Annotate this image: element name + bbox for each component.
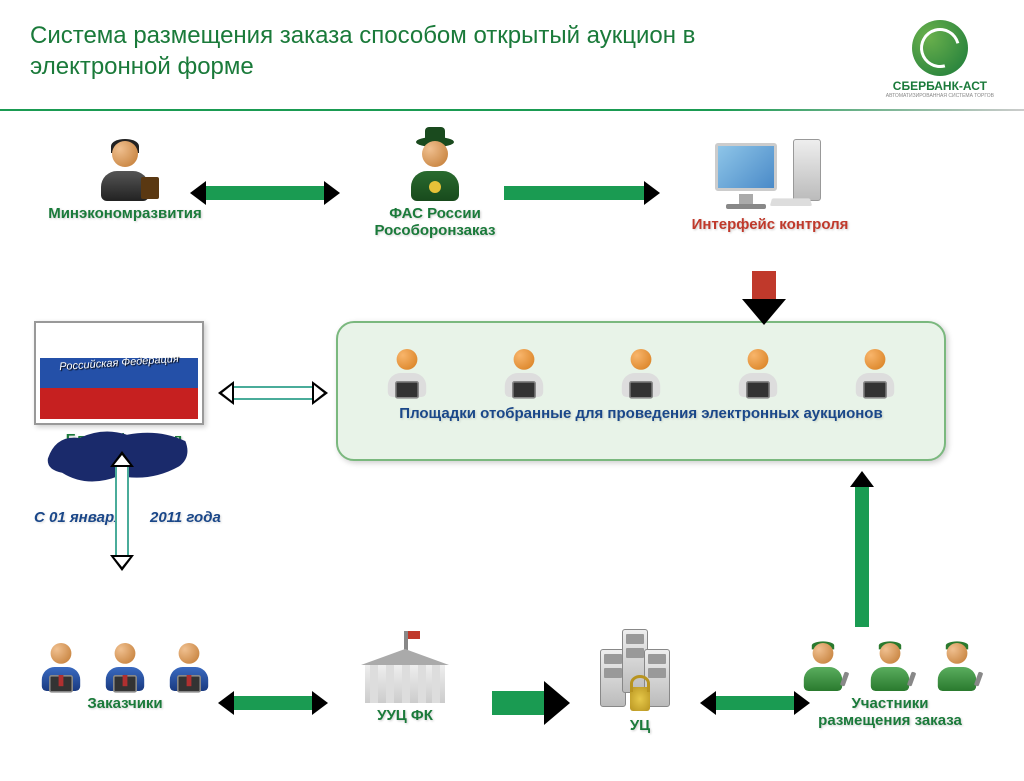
customers-label: Заказчики — [30, 695, 220, 712]
arrow-build-uc — [470, 681, 570, 725]
platform-agent-icon — [503, 349, 545, 397]
arrow-fas-ctrl — [490, 181, 660, 205]
servers-icon — [600, 635, 680, 707]
arrow-min-fas — [190, 181, 340, 205]
customer-icon — [168, 643, 210, 691]
participant-icon — [869, 643, 911, 691]
fas-label: ФАС России Рособоронзаказ — [350, 205, 520, 239]
logo-text: СБЕРБАНК-АСТ — [893, 79, 987, 93]
arrow-uc-part — [700, 691, 810, 715]
node-control: Интерфейс контроля — [680, 137, 860, 233]
arrow-ctrl-down — [742, 271, 786, 325]
customer-icon — [40, 643, 82, 691]
platform-agent-icon — [620, 349, 662, 397]
computer-icon — [715, 137, 825, 212]
header: Система размещения заказа способом откры… — [0, 0, 1024, 109]
officer-icon — [409, 141, 461, 201]
participant-icon — [802, 643, 844, 691]
uc-label: УЦ — [580, 717, 700, 734]
platforms-label: Площадки отобранные для проведения элект… — [338, 401, 944, 434]
building-label: УУЦ ФК — [340, 707, 470, 724]
participants-label: Участники размещения заказа — [790, 695, 990, 729]
building-icon — [360, 641, 450, 703]
logo-icon — [912, 20, 968, 76]
diagram-canvas: Минэкономразвития ФАС России Рособоронза… — [0, 121, 1024, 781]
participants-row — [790, 631, 990, 691]
ministry-label: Минэкономразвития — [40, 205, 210, 222]
sberbank-logo: СБЕРБАНК-АСТ АВТОМАТИЗИРОВАННАЯ СИСТЕМА … — [886, 20, 994, 99]
node-portal: Российская Федерация Единый портал — [34, 321, 214, 448]
participant-icon — [936, 643, 978, 691]
arrow-portal-up — [110, 451, 134, 571]
lock-icon — [630, 687, 650, 711]
node-uc: УЦ — [580, 635, 700, 734]
businessman-icon — [99, 141, 151, 201]
arrow-portal-platforms — [218, 381, 328, 405]
platforms-panel: Площадки отобранные для проведения элект… — [336, 321, 946, 461]
platform-agent-icon — [386, 349, 428, 397]
node-customers: Заказчики — [30, 631, 220, 712]
node-participants: Участники размещения заказа — [790, 631, 990, 729]
arrow-part-up — [850, 471, 874, 641]
logo-subtitle: АВТОМАТИЗИРОВАННАЯ СИСТЕМА ТОРГОВ — [886, 93, 994, 99]
node-building: УУЦ ФК — [340, 641, 470, 724]
flag-icon: Российская Федерация — [34, 321, 204, 425]
date-right-label: 2011 года — [150, 509, 221, 526]
page-title: Система размещения заказа способом откры… — [30, 20, 810, 82]
arrow-cust-build — [218, 691, 328, 715]
platforms-row — [338, 323, 944, 401]
customer-icon — [104, 643, 146, 691]
control-label: Интерфейс контроля — [680, 216, 860, 233]
header-divider — [0, 109, 1024, 111]
platform-agent-icon — [737, 349, 779, 397]
node-ministry: Минэкономразвития — [40, 141, 210, 222]
platform-agent-icon — [855, 349, 897, 397]
customers-row — [30, 631, 220, 691]
